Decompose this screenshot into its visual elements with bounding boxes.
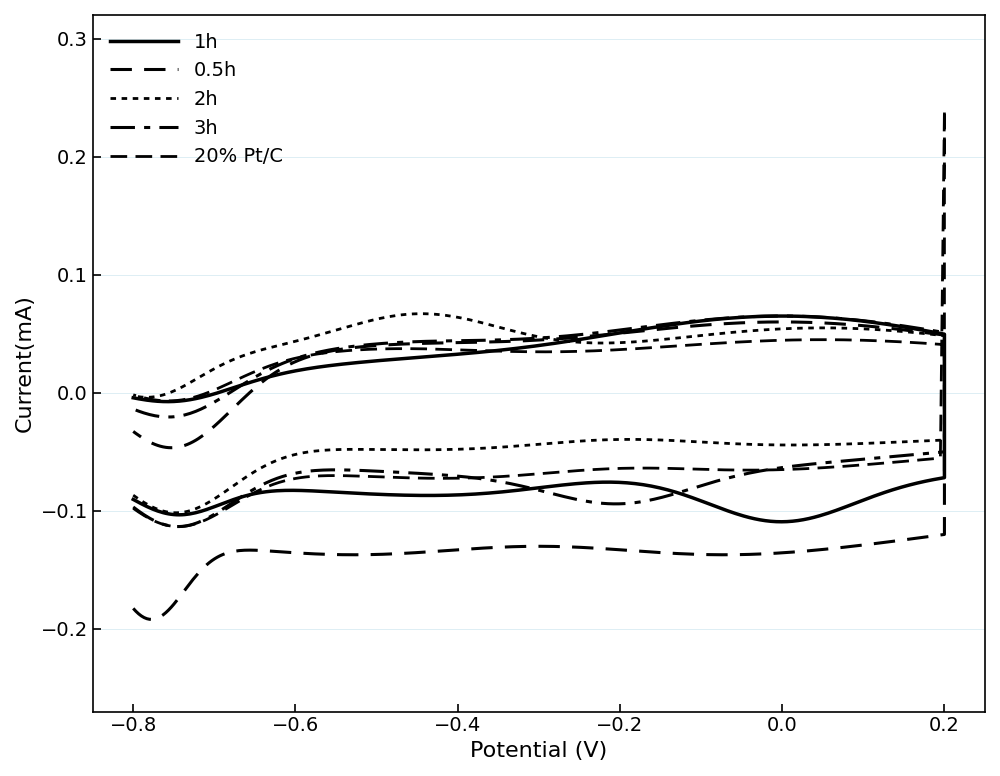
0.5h [127, 604, 139, 613]
2h [171, 508, 183, 518]
3h [548, 490, 560, 499]
20% Pt/C [643, 463, 655, 473]
1h [127, 495, 139, 504]
3h [865, 454, 877, 463]
20% Pt/C [466, 345, 478, 355]
1h [776, 311, 788, 320]
1h [776, 517, 788, 526]
1h [792, 312, 804, 321]
Y-axis label: Current(mA): Current(mA) [15, 294, 35, 432]
20% Pt/C [127, 390, 139, 400]
0.5h [146, 615, 158, 624]
20% Pt/C [127, 504, 139, 513]
0.5h [662, 324, 674, 333]
Line: 20% Pt/C: 20% Pt/C [133, 109, 944, 527]
2h [418, 445, 430, 455]
3h [792, 311, 804, 320]
0.5h [127, 427, 139, 436]
3h [171, 522, 183, 532]
20% Pt/C [914, 338, 926, 348]
1h [662, 320, 674, 330]
20% Pt/C [279, 356, 291, 365]
2h [127, 490, 139, 500]
1h [415, 490, 427, 500]
0.5h [792, 317, 804, 327]
1h [523, 342, 535, 352]
0.5h [523, 336, 535, 345]
3h [418, 469, 430, 478]
3h [662, 320, 674, 329]
1h [865, 493, 877, 502]
X-axis label: Potential (V): Potential (V) [470, 741, 607, 761]
20% Pt/C [637, 344, 649, 353]
Line: 2h: 2h [133, 314, 944, 513]
1h [127, 393, 139, 403]
2h [127, 391, 139, 400]
1h [545, 482, 557, 491]
20% Pt/C [822, 335, 834, 345]
0.5h [776, 317, 788, 327]
3h [523, 334, 535, 343]
2h [792, 324, 804, 333]
Line: 3h: 3h [133, 316, 944, 527]
Line: 1h: 1h [133, 316, 944, 521]
3h [127, 502, 139, 511]
0.5h [865, 539, 877, 549]
3h [776, 311, 788, 320]
2h [526, 331, 538, 340]
20% Pt/C [173, 522, 185, 532]
3h [127, 404, 139, 414]
0.5h [418, 548, 430, 557]
Line: 0.5h: 0.5h [133, 322, 944, 619]
2h [415, 309, 427, 318]
2h [865, 438, 877, 448]
Legend: 1h, 0.5h, 2h, 3h, 20% Pt/C: 1h, 0.5h, 2h, 3h, 20% Pt/C [102, 25, 291, 174]
0.5h [548, 542, 560, 551]
2h [664, 334, 676, 344]
2h [548, 438, 560, 448]
20% Pt/C [938, 105, 950, 114]
